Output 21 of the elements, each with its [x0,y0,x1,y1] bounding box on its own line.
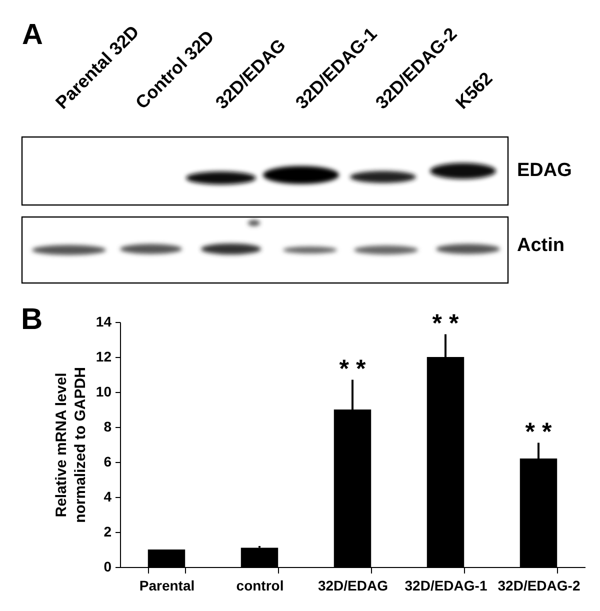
y-tick-label: 6 [104,454,112,470]
x-tick-label: 32D/EDAG-2 [498,578,580,594]
y-tick-label: 8 [104,418,112,434]
y-axis-title: Relative mRNA level normalized to GAPDH [52,367,89,523]
annotation: * * [525,418,552,446]
y-tick-label: 10 [96,384,112,400]
text: EDAG [517,160,572,181]
y-tick-label: 12 [96,348,112,364]
y-tick-label: 0 [104,558,112,574]
y-tick-label: 2 [104,524,112,540]
x-tick-label: 32D/EDAG-1 [404,578,488,594]
x-tick-label: Parental [139,578,195,594]
x-tick-label: 32D/EDAG [318,578,388,594]
annotation: * * [339,354,366,383]
y-tick-label: 4 [104,488,112,504]
text: B [21,303,43,336]
x-tick-label: control [236,578,284,594]
annotation: * * [432,309,459,338]
y-tick-label: 14 [96,314,112,330]
text: A [22,19,43,51]
text: Actin [517,235,564,256]
